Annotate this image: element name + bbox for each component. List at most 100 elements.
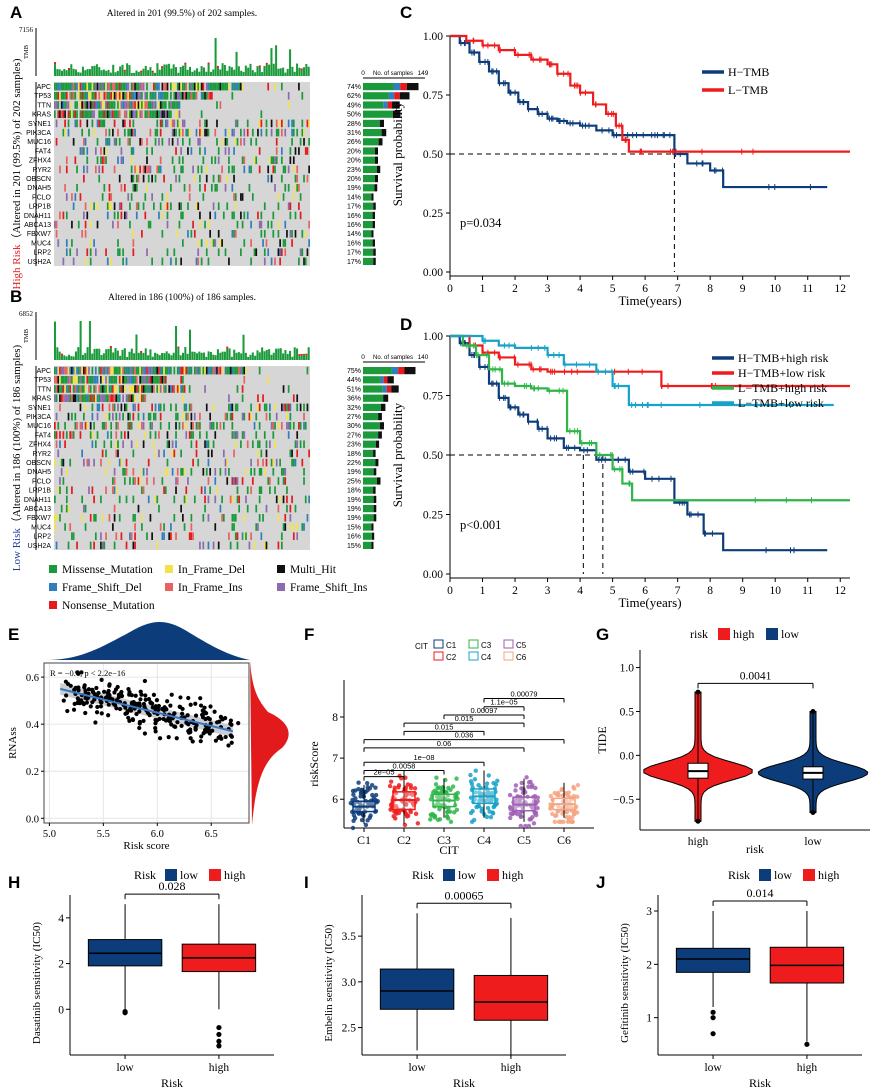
mutation-cell <box>180 385 182 393</box>
tmb-bar <box>230 356 233 360</box>
mutation-cell <box>132 495 135 504</box>
mutation-cell <box>101 514 104 522</box>
mutation-cell <box>132 92 135 100</box>
mutation-cell <box>158 366 160 375</box>
side-bar-seg <box>363 119 380 127</box>
mutation-cell <box>86 82 89 91</box>
mutation-cell <box>89 220 92 229</box>
tmb-bar-cap <box>298 354 301 357</box>
mutation-cell <box>158 101 160 109</box>
jitter-point <box>469 781 475 787</box>
mutation-cell <box>166 110 169 118</box>
mutation-cell <box>96 412 99 421</box>
scatter-point <box>65 708 70 714</box>
tmb-bar <box>214 355 217 360</box>
mutation-cell <box>221 165 223 174</box>
x-tick-label: high <box>797 1062 818 1074</box>
mutation-cell <box>65 193 68 201</box>
mutation-cell <box>118 514 121 522</box>
mutation-cell <box>192 422 194 430</box>
jitter-point <box>388 779 394 784</box>
x-axis-title: risk <box>746 842 764 856</box>
mutation-cell <box>234 532 237 540</box>
jitter-point <box>440 784 446 790</box>
mutation-cell <box>219 82 222 91</box>
mutation-cell <box>183 92 186 100</box>
mutation-cell <box>130 394 133 402</box>
mutation-cell <box>158 504 160 513</box>
x-tick-label: low <box>408 1062 426 1074</box>
mutation-cell <box>182 156 184 164</box>
mutation-cell <box>243 165 246 174</box>
mutation-cell <box>164 110 167 118</box>
mutation-cell <box>84 403 87 412</box>
gene-percent: 50% <box>347 112 361 119</box>
x-tick-label: 3 <box>545 585 551 597</box>
mutation-cell <box>100 92 102 100</box>
mutation-cell <box>120 366 123 375</box>
mutation-cell <box>94 376 97 384</box>
mutation-cell <box>156 376 159 384</box>
mutation-cell <box>115 532 118 540</box>
mutation-cell <box>115 394 118 402</box>
mutation-cell <box>79 82 82 91</box>
mutation-cell <box>72 110 75 118</box>
y-tick-label: 0.0 <box>26 814 39 825</box>
mutation-cell <box>154 138 157 146</box>
tmb-bar <box>137 71 140 76</box>
mutation-cell <box>173 514 176 522</box>
gene-percent: 14% <box>347 231 361 238</box>
mutation-cell <box>224 138 227 146</box>
mutation-cell <box>72 138 75 146</box>
tmb-bar-cap <box>184 62 187 65</box>
mutation-cell <box>74 101 77 109</box>
mutation-cell <box>209 82 212 91</box>
mutation-cell <box>205 174 208 183</box>
mutation-cell <box>115 82 118 91</box>
mutation-cell <box>270 458 273 467</box>
tmb-bar <box>268 64 271 76</box>
tmb-bar <box>286 353 289 360</box>
legend-title: risk <box>690 627 708 641</box>
tmb-bar <box>98 348 101 360</box>
mutation-cell <box>84 385 87 393</box>
mutation-cell <box>204 119 206 128</box>
mutation-cell <box>100 541 102 550</box>
side-bar-seg <box>377 477 381 485</box>
legend-label: L−TMB+low risk <box>738 396 824 410</box>
mutation-cell <box>84 101 87 109</box>
mutation-cell <box>214 523 217 531</box>
mutation-cell <box>265 449 268 458</box>
mutation-cell <box>176 119 179 128</box>
scatter-point <box>143 697 148 702</box>
mutation-cell <box>183 82 186 91</box>
x-tick-label: high <box>501 1062 522 1074</box>
panel-letter-J: J <box>596 873 605 892</box>
mutation-cell <box>134 92 136 100</box>
mutation-cell <box>132 385 135 393</box>
mutation-cell <box>180 257 182 266</box>
mutation-cell <box>83 92 85 100</box>
mutation-cell <box>158 403 160 412</box>
mutation-cell <box>88 128 90 137</box>
x-axis-title: Time(years) <box>618 595 681 610</box>
mutation-cell <box>182 366 184 375</box>
mutation-cell <box>228 366 230 375</box>
mutation-cell <box>182 82 184 91</box>
x-tick-label: 1 <box>480 585 486 597</box>
mutation-cell <box>291 138 293 146</box>
mutation-cell <box>81 385 84 393</box>
side-bar-seg <box>379 119 384 127</box>
tmb-bar <box>270 354 273 360</box>
jitter-point <box>351 792 356 797</box>
y-tick-label: 3 <box>646 906 652 918</box>
jitter-point <box>553 813 558 819</box>
jitter-point <box>396 785 401 790</box>
mutation-cell <box>284 477 287 485</box>
mutation-cell <box>76 82 78 91</box>
side-bar-seg <box>371 541 374 549</box>
mutation-cell <box>214 239 217 247</box>
legend-swatch <box>443 869 455 881</box>
mutation-cell <box>112 385 114 393</box>
jitter-point <box>484 814 490 820</box>
